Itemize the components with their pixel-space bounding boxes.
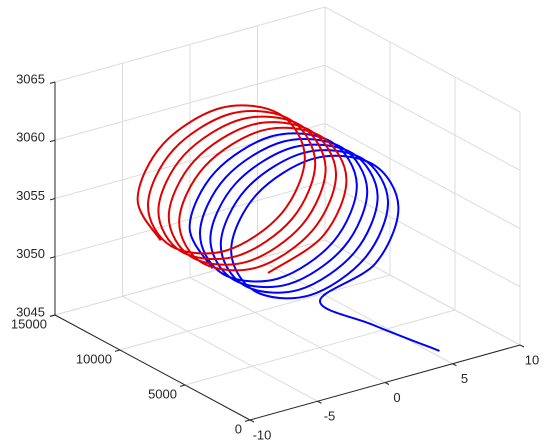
x-tick-label: 5 [461,371,468,386]
grid-line [324,123,521,229]
y-tick-label: 10000 [76,351,112,366]
grid-line [257,258,453,365]
x-tick-label: 10 [525,352,539,367]
x-tick-label: -5 [324,409,336,424]
grid-line [324,6,521,113]
tick-mark [49,81,56,84]
grid-line [54,123,326,199]
z-tick-label: 3065 [16,71,45,86]
tick-mark [384,382,390,385]
tick-mark [249,419,255,423]
grid-line [122,295,318,402]
tick-mark [452,363,457,367]
grid-line [184,309,456,386]
z-tick-label: 3045 [16,304,45,319]
x-tick-label: 0 [393,390,400,405]
y-tick-label: 0 [235,421,242,436]
tick-mark [49,139,56,143]
tick-mark [49,198,56,201]
tick-mark [114,349,121,352]
y-tick-label: 5000 [148,386,177,401]
grid-line [119,274,391,351]
grid-line [189,277,386,383]
grid-line [54,239,326,316]
grid-line [324,181,521,288]
tick-mark [244,419,251,422]
trajectory [188,132,440,352]
tick-mark [49,256,56,259]
grid-line [54,6,326,83]
axis-line [54,314,251,421]
x-tick-label: -10 [253,427,272,442]
tick-mark [317,400,322,404]
trajectory [136,104,348,274]
grid-line [324,64,521,171]
tick-mark [519,344,525,348]
z-tick-label: 3055 [16,188,45,203]
z-tick-label: 3050 [16,246,45,261]
tick-mark [179,384,186,387]
grid-line [54,64,326,141]
tick-mark [49,314,56,317]
grid-line [324,239,521,346]
y-tick-label: 15000 [11,316,47,331]
z-tick-label: 3060 [16,130,45,145]
